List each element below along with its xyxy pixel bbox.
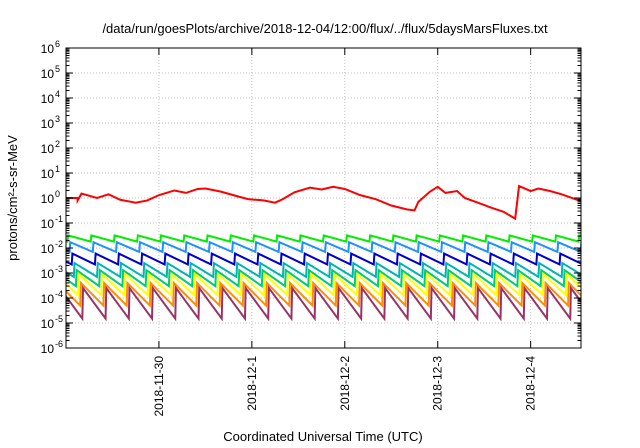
y-tick-label: 10: [41, 117, 55, 131]
y-tick-exponent: 2: [55, 139, 60, 149]
series-line: [66, 280, 581, 308]
y-tick-exponent: -6: [55, 339, 63, 349]
series-line: [66, 184, 581, 221]
x-tick-label: 2018-12-3: [431, 356, 445, 411]
y-tick-exponent: -5: [55, 314, 63, 324]
y-tick-label: 10: [41, 42, 55, 56]
y-tick-label: 10: [41, 267, 55, 281]
y-tick-label: 10: [41, 142, 55, 156]
axis-layer: 10 -610 -510 -410 -310 -210 -110 010 110 210 310 41…: [41, 39, 581, 417]
y-tick-label: 10: [41, 167, 55, 181]
y-tick-label: 10: [41, 67, 55, 81]
plot-frame: [65, 47, 582, 349]
y-tick-exponent: 6: [55, 39, 60, 49]
x-axis-label: Coordinated Universal Time (UTC): [223, 429, 422, 444]
y-tick-exponent: -3: [55, 264, 63, 274]
y-tick-exponent: -1: [55, 214, 63, 224]
y-tick-exponent: 5: [55, 64, 60, 74]
series-layer: [66, 184, 581, 322]
y-tick-label: 10: [41, 192, 55, 206]
x-tick-label: 2018-11-30: [152, 356, 166, 417]
x-tick-label: 2018-12-1: [245, 356, 259, 411]
y-tick-exponent: 0: [55, 189, 60, 199]
series-line: [66, 261, 581, 279]
y-tick-label: 10: [41, 217, 55, 231]
series-line: [66, 271, 581, 298]
y-tick-exponent: 4: [55, 89, 60, 99]
series-line: [66, 268, 581, 288]
series-line: [66, 234, 581, 243]
y-tick-exponent: 3: [55, 114, 60, 124]
grid-layer: [66, 48, 581, 348]
y-tick-label: 10: [41, 292, 55, 306]
series-line: [66, 252, 581, 266]
y-tick-label: 10: [41, 317, 55, 331]
y-axis-label: protons/cm²-s-sr-MeV: [5, 135, 20, 261]
series-line: [66, 240, 581, 254]
y-tick-exponent: 1: [55, 164, 60, 174]
y-tick-label: 10: [41, 92, 55, 106]
x-tick-label: 2018-12-4: [524, 356, 538, 411]
chart-title: /data/run/goesPlots/archive/2018-12-04/1…: [102, 21, 548, 36]
x-tick-label: 2018-12-2: [338, 356, 352, 411]
y-tick-label: 10: [41, 242, 55, 256]
y-tick-label: 10: [41, 342, 55, 356]
y-tick-exponent: -4: [55, 289, 63, 299]
y-tick-exponent: -2: [55, 239, 63, 249]
series-line: [66, 285, 581, 322]
